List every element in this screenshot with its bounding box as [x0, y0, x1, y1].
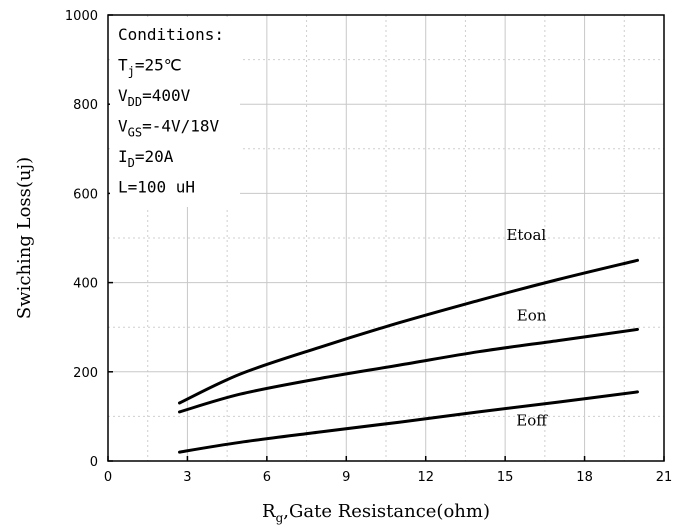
- x-tick-label: 18: [576, 470, 593, 485]
- x-tick-label: 6: [263, 470, 271, 485]
- condition-line: L=100 uH: [118, 178, 195, 197]
- axis-ticks: 0 3 6 9 12 15 18 21 0 200 400 600 800 1000: [65, 9, 672, 485]
- series-line-etoal: [178, 258, 639, 405]
- y-tick-label: 1000: [65, 9, 98, 24]
- condition-line: Tj=25℃: [118, 56, 182, 79]
- x-axis-label: Rg,Gate Resistance(ohm): [262, 501, 490, 525]
- condition-line: ID=20A: [118, 147, 174, 170]
- x-tick-label: 15: [497, 470, 514, 485]
- y-axis-label: Swiching Loss(uj): [14, 157, 35, 319]
- x-tick-label: 0: [104, 470, 112, 485]
- x-tick-label: 3: [183, 470, 191, 485]
- condition-line: Conditions:: [118, 25, 224, 44]
- condition-line: VGS=-4V/18V: [118, 117, 220, 140]
- plot-frame: [107, 14, 665, 462]
- conditions-background: [110, 17, 240, 207]
- x-tick-label: 9: [342, 470, 350, 485]
- series-label-eoff: Eoff: [516, 411, 548, 429]
- series-labels: Etoal Eon Eoff: [506, 226, 548, 429]
- series-label-etoal: Etoal: [506, 226, 546, 244]
- x-axis-label-sub: g: [276, 511, 284, 525]
- y-tick-label: 600: [73, 187, 98, 202]
- y-tick-label: 800: [73, 98, 98, 113]
- x-axis-label-rest: ,Gate Resistance(ohm): [283, 501, 490, 522]
- y-tick-label: 0: [90, 455, 98, 470]
- x-tick-label: 21: [656, 470, 673, 485]
- series-label-eon: Eon: [517, 307, 547, 325]
- condition-line: VDD=400V: [118, 86, 191, 109]
- series-curves: [178, 258, 639, 454]
- y-tick-label: 200: [73, 366, 98, 381]
- series-line-eon: [178, 327, 639, 414]
- grid: [108, 15, 664, 461]
- x-tick-label: 12: [417, 470, 434, 485]
- conditions-box: Conditions: Tj=25℃ VDD=400V VGS=-4V/18V ID=2…: [110, 17, 240, 207]
- x-axis-label-main: R: [262, 501, 276, 522]
- series-line-eoff: [178, 390, 639, 454]
- y-tick-label: 400: [73, 277, 98, 292]
